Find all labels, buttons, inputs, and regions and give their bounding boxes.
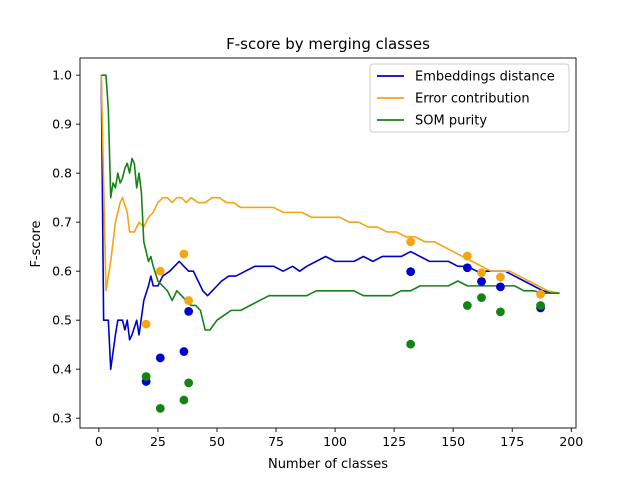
y-tick-label: 0.8 xyxy=(52,166,72,181)
x-tick-label: 25 xyxy=(150,434,166,449)
series-2-point-5 xyxy=(406,237,416,247)
series-2-point-9 xyxy=(536,289,545,299)
x-tick-label: 75 xyxy=(268,434,284,449)
axes: 0 25 50 75 100 125 150 175 200 0.3 0.4 0.5 0.6 0.7 0.8… xyxy=(52,57,583,449)
series-line-3 xyxy=(101,74,560,331)
legend-box xyxy=(369,63,570,133)
series-1-point-8 xyxy=(496,282,505,292)
legend: Embeddings distance Error contribution SOM… xyxy=(369,63,570,133)
series-2-point-8 xyxy=(496,272,505,282)
series-1-point-3 xyxy=(179,347,189,356)
y-tick-label: 0.9 xyxy=(52,117,72,132)
x-tick-label: 200 xyxy=(559,434,583,449)
x-tick-label: 150 xyxy=(441,434,465,449)
series-3-point-9 xyxy=(536,301,545,310)
series-line-1 xyxy=(100,75,560,370)
series-line-2 xyxy=(100,75,560,295)
x-tick-label: 0 xyxy=(95,434,103,449)
x-axis-label: Number of classes xyxy=(268,457,388,472)
y-tick-label: 0.7 xyxy=(52,215,72,230)
y-tick-label: 0.5 xyxy=(52,313,72,328)
series-2-point-2 xyxy=(155,266,165,276)
series-3-point-3 xyxy=(179,395,189,405)
legend-label-2: Error contribution xyxy=(415,92,530,107)
y-axis-label: F-score xyxy=(29,220,44,267)
y-tick-label: 1.0 xyxy=(52,68,72,83)
legend-label-1: Embeddings distance xyxy=(415,70,555,85)
series-1-point-2 xyxy=(155,353,165,363)
series-2-point-7 xyxy=(477,268,486,278)
series-3-point-6 xyxy=(462,301,472,310)
x-tick-label: 100 xyxy=(323,434,347,449)
y-tick-label: 0.4 xyxy=(52,362,72,377)
y-tick-label: 0.3 xyxy=(52,411,72,426)
series-2-point-4 xyxy=(184,296,194,305)
series-3-point-4 xyxy=(184,378,194,388)
series-1-point-4 xyxy=(184,306,194,316)
series-1-point-6 xyxy=(462,263,472,273)
series-3-point-5 xyxy=(406,339,416,349)
series-3-point-7 xyxy=(477,293,486,303)
plot-area xyxy=(100,74,560,413)
y-tick-label: 0.6 xyxy=(52,264,72,279)
plot-frame xyxy=(79,57,577,429)
series-3-point-2 xyxy=(155,403,165,413)
series-3-point-8 xyxy=(496,307,505,317)
series-3-point-1 xyxy=(141,372,151,381)
x-tick-label: 50 xyxy=(209,434,225,449)
chart-title: F-score by merging classes xyxy=(226,35,430,53)
series-2-point-1 xyxy=(141,319,151,329)
legend-label-3: SOM purity xyxy=(415,114,487,129)
series-1-point-5 xyxy=(406,267,416,277)
x-tick-label: 125 xyxy=(382,434,406,449)
series-2-point-3 xyxy=(179,249,189,259)
series-2-point-6 xyxy=(462,251,472,261)
series-1-point-7 xyxy=(477,277,486,286)
x-tick-label: 175 xyxy=(500,434,524,449)
